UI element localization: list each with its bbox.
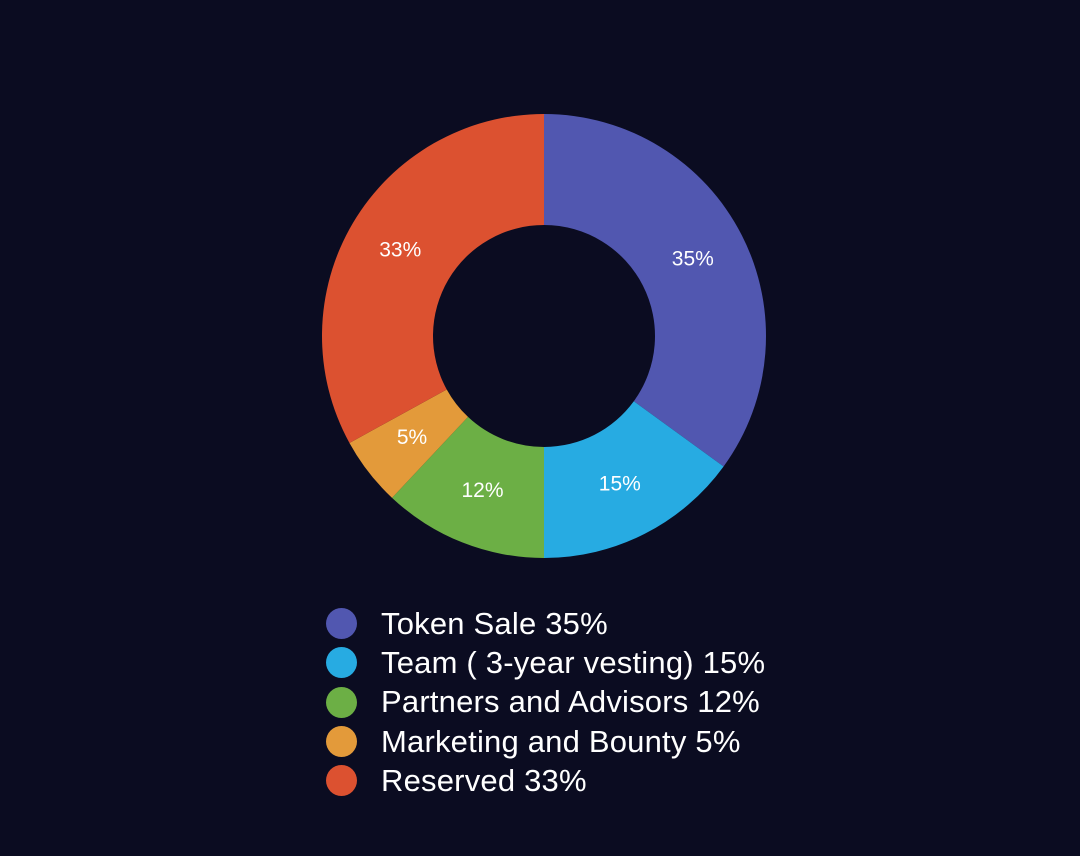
slice-data-label-4: 33% (379, 239, 421, 262)
legend-item-1: Team ( 3-year vesting) 15% (326, 643, 765, 682)
legend-label-3: Marketing and Bounty 5% (381, 723, 741, 759)
slice-data-label-1: 15% (599, 472, 641, 495)
legend-swatch-2 (326, 686, 357, 718)
donut-slice-3 (349, 389, 469, 498)
slice-data-label-2: 12% (462, 479, 504, 502)
donut-slice-1 (544, 401, 724, 558)
donut-slice-0 (544, 114, 766, 467)
legend-label-0: Token Sale 35% (381, 605, 608, 641)
slice-data-label-0: 35% (672, 248, 714, 271)
legend-item-3: Marketing and Bounty 5% (326, 722, 765, 761)
donut-slice-4 (322, 114, 544, 443)
legend-swatch-1 (326, 647, 357, 679)
legend-label-2: Partners and Advisors 12% (381, 684, 760, 720)
donut-chart: 35% 15% 12% 5% 33% (322, 114, 766, 558)
legend-item-2: Partners and Advisors 12% (326, 683, 765, 722)
legend-swatch-3 (326, 726, 357, 758)
slice-data-label-3: 5% (397, 426, 427, 449)
donut-slice-2 (392, 416, 544, 558)
legend-swatch-4 (326, 765, 357, 797)
chart-legend: Token Sale 35% Team ( 3-year vesting) 15%… (326, 604, 765, 800)
legend-item-4: Reserved 33% (326, 761, 765, 800)
legend-label-1: Team ( 3-year vesting) 15% (381, 644, 766, 680)
legend-item-0: Token Sale 35% (326, 604, 765, 643)
legend-swatch-0 (326, 608, 357, 640)
legend-label-4: Reserved 33% (381, 762, 587, 798)
